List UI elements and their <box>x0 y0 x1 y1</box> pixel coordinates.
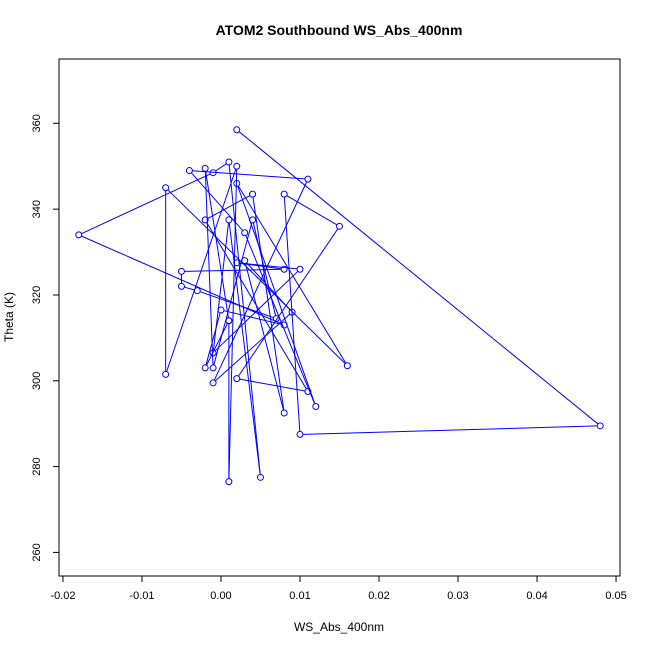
data-point <box>241 257 249 265</box>
x-tick-label: -0.01 <box>129 590 154 602</box>
series-segment <box>239 262 298 270</box>
data-point <box>162 184 170 192</box>
series-segment <box>166 168 237 372</box>
x-tick-label: 0.04 <box>526 590 547 602</box>
series-segment <box>252 197 285 411</box>
data-point <box>225 216 233 224</box>
data-point <box>233 259 241 267</box>
data-point <box>241 229 249 237</box>
plot-area-frame <box>58 58 621 577</box>
data-point <box>233 375 241 383</box>
data-point <box>209 379 217 387</box>
data-point <box>201 164 209 172</box>
data-point <box>225 317 233 325</box>
series-segment <box>204 171 214 365</box>
x-tick-label: 0.00 <box>210 590 231 602</box>
series-segment <box>205 312 221 366</box>
series-segment <box>228 222 261 475</box>
series-segment <box>167 189 346 365</box>
x-axis-label: WS_Abs_400nm <box>294 620 384 634</box>
data-point <box>280 409 288 417</box>
y-tick-label: 300 <box>31 372 43 390</box>
series-segment <box>190 172 244 231</box>
series-segment <box>223 310 282 325</box>
y-axis-label: Theta (K) <box>2 292 16 342</box>
data-point <box>280 321 288 329</box>
x-tick-label: -0.02 <box>50 590 75 602</box>
data-point <box>233 126 241 134</box>
series-segment <box>238 131 599 425</box>
series-segment <box>245 235 316 404</box>
data-point <box>225 158 233 166</box>
series-segment <box>286 195 338 226</box>
series-segment <box>184 286 195 291</box>
series-segment <box>81 173 211 235</box>
data-point <box>336 222 343 230</box>
series-segment <box>205 171 229 318</box>
data-point <box>177 267 185 275</box>
data-point <box>249 216 257 224</box>
data-point <box>75 231 83 239</box>
data-point <box>233 162 241 170</box>
data-point <box>177 282 185 290</box>
chart-title: ATOM2 Southbound WS_Abs_400nm <box>216 22 463 38</box>
series-points <box>75 126 604 486</box>
y-tick-label: 260 <box>31 543 43 561</box>
x-axis: -0.02 -0.01 0.00 0.01 0.02 0.03 0.04 0.05 <box>50 576 627 602</box>
data-point <box>249 190 257 198</box>
series-segment <box>238 228 339 377</box>
data-point <box>304 175 312 183</box>
data-point <box>233 179 241 187</box>
series-segment <box>206 323 228 366</box>
x-tick-label: 0.01 <box>289 590 310 602</box>
x-tick-label: 0.03 <box>447 590 468 602</box>
data-point <box>304 388 312 396</box>
series-segment <box>214 270 299 352</box>
data-point <box>201 364 209 372</box>
data-point <box>193 287 201 295</box>
data-point <box>596 422 604 430</box>
series-segment <box>237 185 347 364</box>
data-point <box>296 430 304 438</box>
data-point <box>280 265 288 273</box>
data-point <box>209 349 217 357</box>
series-segment <box>214 313 291 382</box>
data-point <box>256 473 264 481</box>
series-segment <box>228 169 238 479</box>
y-tick-label: 280 <box>31 457 43 475</box>
x-tick-label: 0.05 <box>605 590 626 602</box>
series-segment <box>215 163 227 172</box>
series-segment <box>228 164 261 475</box>
x-tick-label: 0.02 <box>368 590 389 602</box>
data-point <box>209 364 217 372</box>
series-segment <box>213 222 253 366</box>
data-point <box>288 308 296 316</box>
series-segment <box>81 235 282 325</box>
series-segment <box>302 425 598 435</box>
y-axis: 260 280 300 320 340 360 <box>31 114 59 562</box>
series-segment <box>283 197 301 432</box>
y-tick-label: 340 <box>31 200 43 218</box>
y-tick-label: 320 <box>31 286 43 304</box>
data-point <box>185 167 193 175</box>
data-point <box>280 190 288 198</box>
data-point <box>201 216 209 224</box>
series-segment <box>192 170 305 180</box>
y-tick-label: 360 <box>31 114 43 132</box>
series-lines <box>81 131 599 479</box>
data-point <box>312 403 320 411</box>
data-point <box>296 265 304 273</box>
data-point <box>217 306 225 314</box>
data-point <box>272 315 280 323</box>
data-point <box>162 370 170 378</box>
data-point <box>225 478 233 486</box>
data-point <box>209 169 217 177</box>
series-segment <box>184 268 282 272</box>
data-point <box>343 362 351 370</box>
